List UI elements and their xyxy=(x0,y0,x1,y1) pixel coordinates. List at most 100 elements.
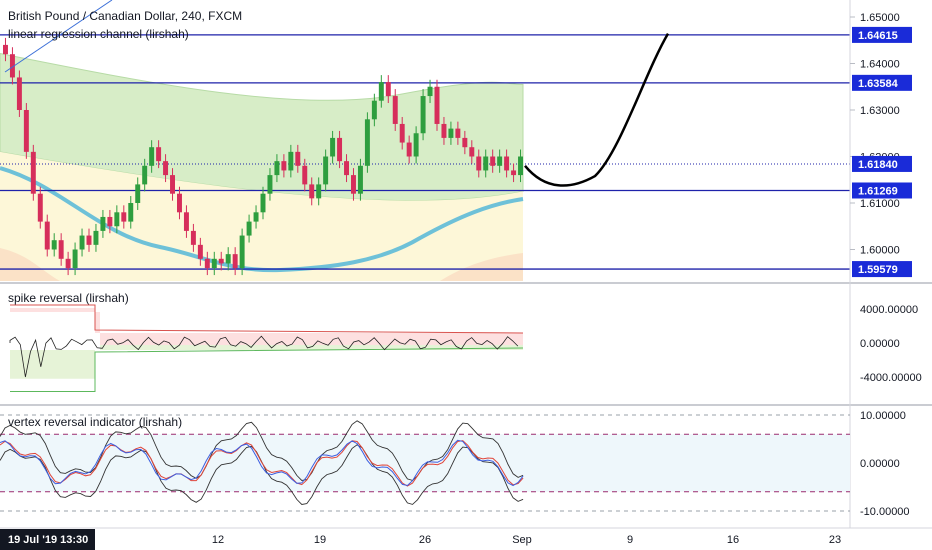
vertex-signal-line xyxy=(0,440,524,487)
candle-body xyxy=(455,128,461,138)
candle-body xyxy=(183,212,189,231)
candle-body xyxy=(170,175,175,194)
candle-body xyxy=(114,212,120,227)
vertex-tick-label: 10.00000 xyxy=(860,410,906,422)
time-label: 23 xyxy=(829,534,841,546)
candle-body xyxy=(190,230,196,245)
time-axis-labels: 12 19 26 Sep 9 16 23 xyxy=(212,534,841,546)
candle-body xyxy=(344,161,349,176)
spike-tick-label: 4000.00000 xyxy=(860,304,918,316)
level-badge xyxy=(852,155,912,172)
candle-body xyxy=(490,156,496,166)
candle-body xyxy=(392,96,398,124)
channel-middle-band xyxy=(0,151,523,281)
level-badge xyxy=(852,26,912,43)
vertex-reversal-pane[interactable]: 10.00000 0.00000 -10.00000 xyxy=(0,410,910,518)
regression-line xyxy=(0,166,524,273)
candle-body xyxy=(316,184,322,199)
candle-body xyxy=(177,193,182,213)
candle-body xyxy=(218,258,224,264)
price-axis[interactable]: 1.650001.640001.630001.620001.610001.600… xyxy=(850,12,900,257)
candle-body xyxy=(274,161,280,176)
candle-body xyxy=(163,161,169,176)
candle-body xyxy=(37,193,43,222)
spike-upper-line xyxy=(10,304,524,334)
candle-body xyxy=(378,82,384,101)
candle-body xyxy=(260,193,266,213)
candle-body xyxy=(107,216,113,227)
candle-body xyxy=(302,165,308,185)
price-tick-label: 1.64000 xyxy=(860,59,900,71)
spike-pane-title: spike reversal (lirshah) xyxy=(8,291,129,305)
candle-body xyxy=(267,175,273,194)
time-label: 16 xyxy=(727,534,739,546)
price-tick-label: 1.60000 xyxy=(860,245,900,257)
candle-body xyxy=(246,221,252,236)
candle-body xyxy=(100,216,106,231)
candle-body xyxy=(295,151,301,166)
candle-body xyxy=(476,156,482,171)
candle-body xyxy=(128,203,134,222)
candle-body xyxy=(337,137,343,162)
horizontal-levels[interactable] xyxy=(0,34,850,270)
time-label: 12 xyxy=(212,534,224,546)
channel-lower-band xyxy=(440,253,523,281)
candle-body xyxy=(420,96,426,134)
level-label: 1.63584 xyxy=(858,78,899,90)
time-axis[interactable]: 19 Jul '19 13:30 xyxy=(0,527,932,550)
candle-body xyxy=(462,137,468,148)
indicator-label: linear regression channel (lirshah) xyxy=(8,27,189,41)
candle-body xyxy=(135,184,141,203)
spike-lower-line xyxy=(10,347,524,392)
candle-body xyxy=(351,175,356,194)
candle-body xyxy=(518,156,523,176)
candle-body xyxy=(23,110,29,152)
candle-body xyxy=(30,151,36,194)
candle-body xyxy=(330,137,336,157)
candle-body xyxy=(288,151,294,171)
candle-body xyxy=(16,77,22,110)
time-label: 9 xyxy=(627,534,633,546)
chart-title: British Pound / Canadian Dollar, 240, FX… xyxy=(8,9,242,23)
spike-oscillator-line xyxy=(9,335,519,378)
channel-lower-band xyxy=(0,248,60,281)
spike-upper-band xyxy=(10,308,523,345)
candle-body xyxy=(72,249,78,269)
spike-reversal-pane[interactable]: 4000.00000 0.00000 -4000.00000 xyxy=(9,304,922,392)
candle-body xyxy=(225,254,231,264)
candle-body xyxy=(427,86,433,97)
trend-line[interactable] xyxy=(4,0,113,73)
candle-body xyxy=(441,123,447,138)
price-tick-label: 1.61000 xyxy=(860,198,900,210)
vertex-upper-envelope xyxy=(0,420,524,481)
candle-body xyxy=(232,254,238,269)
candle-body xyxy=(239,235,245,269)
candle-body xyxy=(504,156,510,171)
candle-body xyxy=(86,235,92,245)
candle-body xyxy=(309,184,315,199)
level-label: 1.61269 xyxy=(858,185,898,197)
candle-body xyxy=(323,156,329,185)
candle-body xyxy=(65,258,71,269)
time-label: 26 xyxy=(419,534,431,546)
level-badge xyxy=(852,261,912,278)
crosshair-time-badge xyxy=(0,529,95,550)
candle-body xyxy=(51,240,57,250)
regression-channel xyxy=(0,52,524,281)
vertex-oscillator-line xyxy=(0,439,524,487)
candle-body xyxy=(511,170,517,176)
vertex-tick-label: -10.00000 xyxy=(860,506,910,518)
crosshair-time-label: 19 Jul '19 13:30 xyxy=(8,534,88,546)
candle-body xyxy=(497,156,503,166)
candle-body xyxy=(9,54,15,78)
candle-body xyxy=(281,161,287,171)
time-label: Sep xyxy=(512,534,532,546)
candle-body xyxy=(357,165,363,194)
candle-body xyxy=(399,123,405,143)
level-label: 1.64615 xyxy=(858,30,898,42)
candle-body xyxy=(211,258,217,269)
candle-body xyxy=(197,244,203,259)
time-label: 19 xyxy=(314,534,326,546)
spike-tick-label: -4000.00000 xyxy=(860,372,922,384)
